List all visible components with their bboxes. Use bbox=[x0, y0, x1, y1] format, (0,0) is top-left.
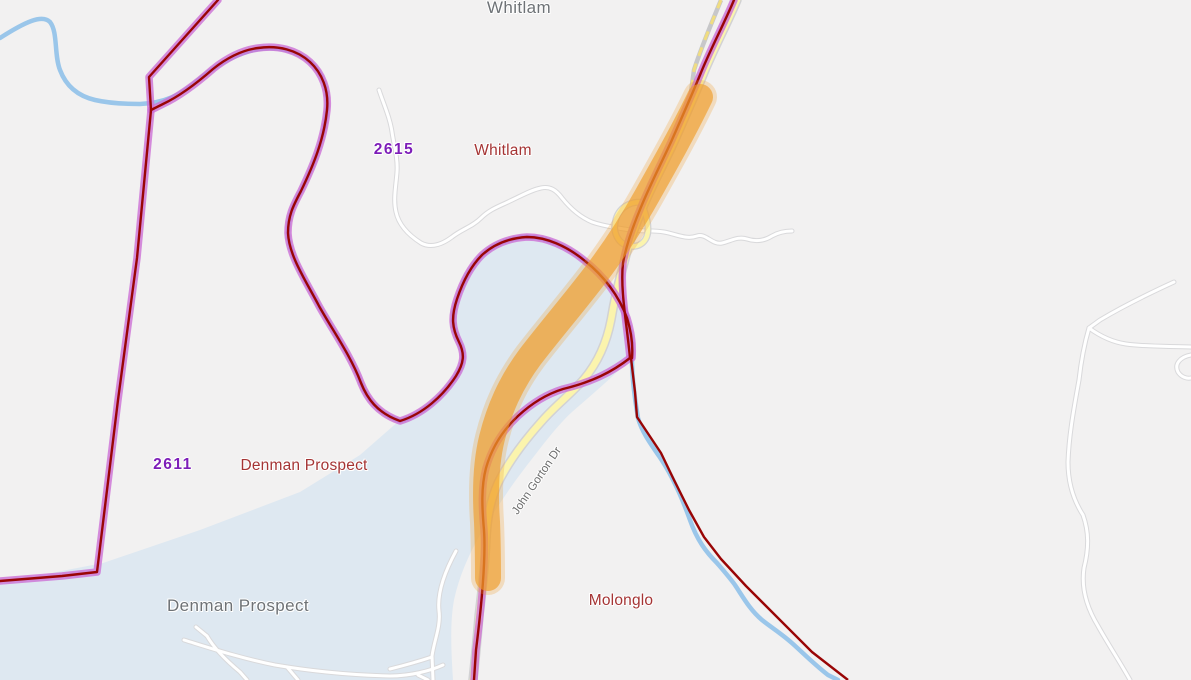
route-highlight[interactable] bbox=[469, 80, 717, 595]
water-polygon bbox=[0, 237, 632, 680]
construction-road bbox=[688, 0, 724, 93]
district-boundary-line bbox=[629, 357, 849, 680]
minor-roads bbox=[182, 88, 1191, 680]
